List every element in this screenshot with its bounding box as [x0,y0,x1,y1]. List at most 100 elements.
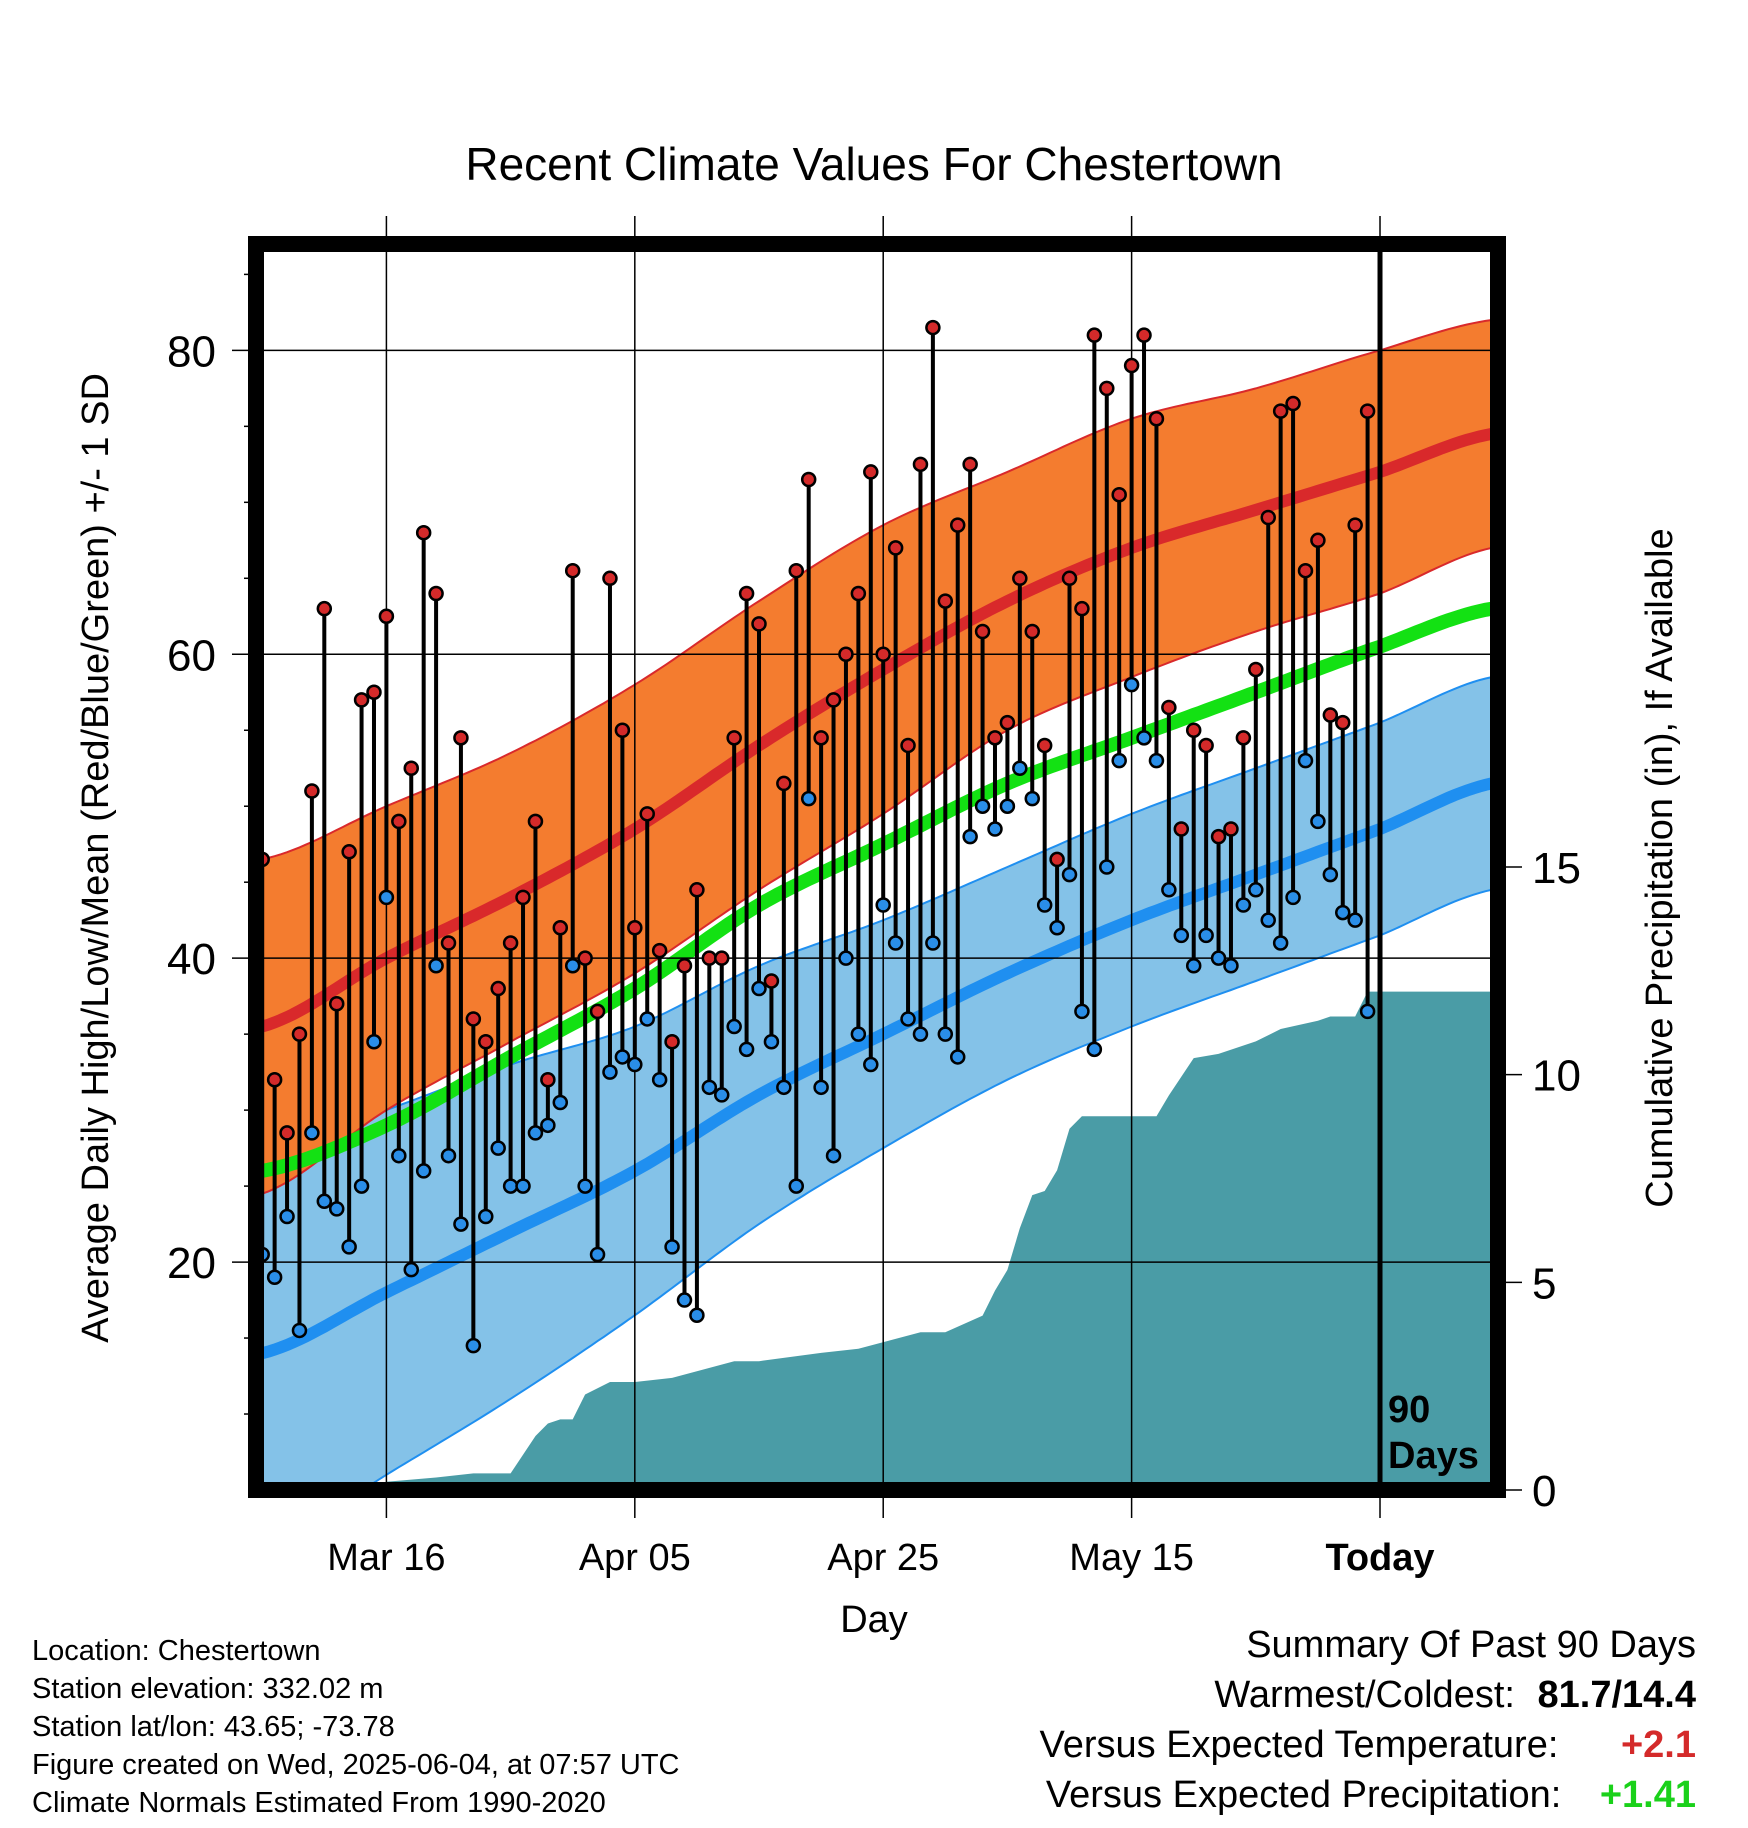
daily-high-point [974,623,991,640]
daily-low-point [1099,859,1115,875]
daily-high-point [962,456,978,473]
daily-low-point [1322,866,1339,883]
daily-low-point [614,1049,631,1065]
daily-high-point [515,889,531,906]
latlon-text: Station lat/lon: 43.65; -73.78 [32,1711,395,1743]
daily-high-point [925,319,941,336]
daily-high-point [776,775,792,792]
daily-low-point [850,1026,867,1042]
summary-panel: Summary Of Past 90 Days Warmest/Coldest:… [1039,1620,1696,1820]
daily-low-point [378,889,395,906]
daily-low-point [316,1193,333,1210]
daily-high-point [552,920,569,936]
daily-low-point [1359,1003,1376,1020]
daily-low-point [701,1079,718,1096]
daily-low-point [1074,1003,1090,1020]
temp-anomaly-value: +2.1 [1620,1724,1696,1766]
x-tick-label: Today [1325,1537,1434,1579]
daily-high-point [415,524,432,541]
daily-high-point [987,730,1003,746]
daily-low-point [428,958,444,974]
daily-high-point [366,684,382,701]
daily-high-point [391,813,407,830]
created-text: Figure created on Wed, 2025-06-04, at 07… [32,1749,680,1781]
daily-low-point [391,1147,407,1164]
daily-low-point [403,1261,419,1278]
daily-low-point [875,897,891,913]
daily-low-point [1111,752,1127,769]
daily-low-point [527,1125,544,1141]
daily-high-point [714,950,730,966]
daily-low-point [1260,912,1276,928]
y2-axis-label: Cumulative Precipitation (in), If Availa… [1639,528,1681,1207]
daily-high-point [1335,714,1351,731]
daily-high-point [1285,395,1301,412]
daily-high-point [676,958,693,974]
daily-low-point [366,1033,382,1050]
today-marker-label-number: 90 [1388,1389,1430,1431]
daily-high-point [1347,517,1363,533]
daily-low-point [266,1269,283,1286]
daily-high-point [428,585,444,602]
daily-high-point [478,1033,494,1050]
daily-high-point [1161,699,1177,716]
x-tick-label: Apr 05 [579,1537,691,1579]
daily-high-point [453,730,469,746]
daily-high-point [1024,623,1040,640]
daily-high-point [1012,570,1028,587]
daily-low-point [415,1163,432,1179]
daily-low-point [788,1178,805,1194]
daily-low-point [825,1147,842,1164]
y-tick-label: 80 [167,327,216,376]
daily-high-point [1111,486,1127,503]
summary-heading: Summary Of Past 90 Days [1246,1624,1696,1666]
daily-low-point [502,1178,519,1194]
daily-low-point [602,1064,618,1080]
daily-high-point [403,760,419,776]
daily-high-point [328,996,345,1012]
daily-high-point [465,1011,482,1027]
daily-high-point [1136,327,1152,343]
daily-low-point [1310,813,1326,830]
precipitation-area [262,991,1492,1490]
daily-high-point [689,882,705,898]
daily-high-point [291,1026,308,1042]
daily-high-point [614,722,631,738]
plot-clip-group [256,244,1498,1490]
x-tick-label: May 15 [1069,1537,1194,1579]
daily-low-point [776,1079,792,1096]
daily-high-point [527,813,544,830]
daily-low-point [838,950,854,966]
daily-high-point [1049,851,1065,868]
daily-high-point [279,1125,295,1141]
precip-anomaly-label: Versus Expected Precipitation: [1045,1774,1562,1816]
daily-high-point [999,714,1016,731]
daily-low-point [1210,950,1227,966]
daily-low-point [1123,676,1140,693]
daily-low-point [453,1216,469,1232]
daily-low-point [341,1239,357,1255]
daily-high-point [316,600,333,617]
daily-low-point [1185,958,1202,974]
daily-low-point [490,1140,506,1156]
daily-low-point [1136,730,1152,746]
daily-high-point [639,806,655,822]
warm-cold-row: Warmest/Coldest: 81.7/14.4 [1039,1670,1696,1720]
daily-high-point [1359,403,1376,419]
daily-high-point [751,616,767,632]
station-info: Location: Chestertown Station elevation:… [32,1632,680,1822]
daily-high-point [838,646,854,663]
location-text: Location: Chestertown [32,1635,321,1667]
daily-low-point [887,935,904,951]
daily-high-point [378,608,395,625]
daily-high-point [813,730,829,746]
daily-high-point [353,692,370,708]
low-normal-band [261,676,1498,1490]
daily-high-point [912,456,929,473]
daily-low-point [1012,760,1028,776]
y2-tick-label: 10 [1532,1052,1581,1101]
daily-low-point [676,1292,693,1308]
daily-high-point [1322,707,1339,723]
daily-low-point [664,1239,680,1255]
